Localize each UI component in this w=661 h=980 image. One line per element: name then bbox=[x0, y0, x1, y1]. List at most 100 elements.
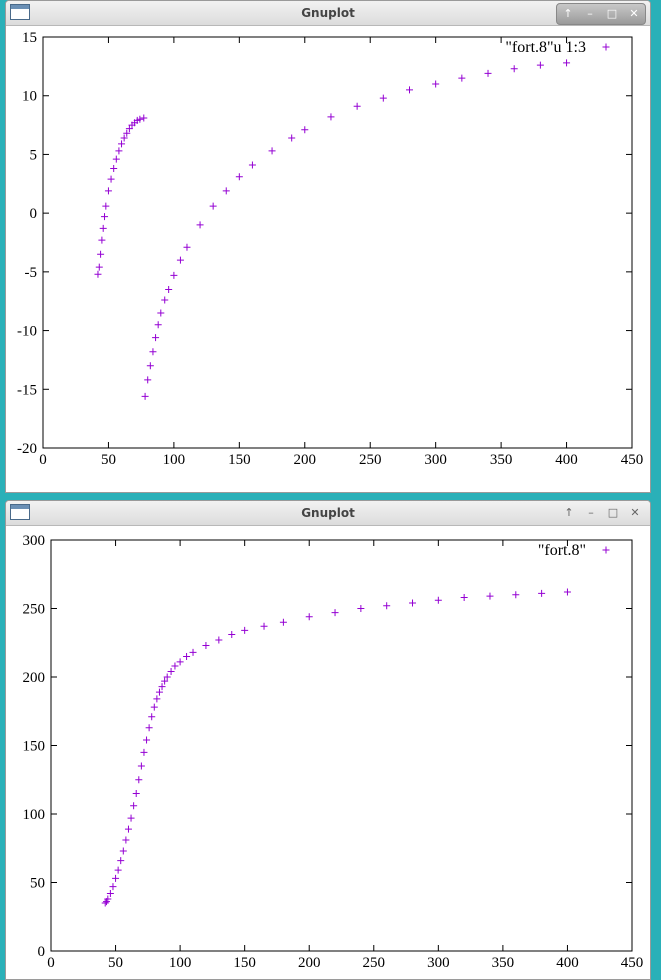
data-point bbox=[146, 362, 154, 370]
data-point bbox=[95, 263, 103, 271]
window-title: Gnuplot bbox=[301, 6, 355, 20]
y-tick-label: -15 bbox=[17, 382, 37, 398]
data-point bbox=[222, 187, 230, 195]
x-tick-label: 0 bbox=[47, 955, 55, 971]
data-point bbox=[165, 285, 173, 293]
data-point bbox=[137, 762, 145, 770]
data-point bbox=[512, 591, 520, 599]
x-tick-label: 200 bbox=[294, 452, 317, 468]
data-point bbox=[123, 129, 131, 137]
close-icon[interactable]: ✕ bbox=[630, 506, 640, 519]
titlebar[interactable]: Gnuplot ↑ – □ ✕ bbox=[6, 501, 650, 526]
data-point bbox=[118, 140, 126, 148]
keep-above-icon[interactable]: ↑ bbox=[564, 506, 574, 519]
data-point bbox=[167, 668, 175, 676]
data-point bbox=[405, 86, 413, 94]
y-tick-label: 10 bbox=[22, 89, 37, 105]
data-point bbox=[127, 814, 135, 822]
y-tick-label: 50 bbox=[30, 876, 45, 892]
x-tick-label: 400 bbox=[555, 452, 578, 468]
data-point bbox=[145, 724, 153, 732]
y-tick-label: -20 bbox=[17, 441, 37, 457]
close-icon[interactable]: ✕ bbox=[629, 7, 639, 20]
data-point bbox=[155, 688, 163, 696]
y-tick-label: 0 bbox=[38, 944, 46, 960]
window-app-icon bbox=[10, 504, 30, 520]
data-point bbox=[209, 202, 217, 210]
legend-marker bbox=[602, 43, 610, 51]
data-point bbox=[140, 114, 148, 122]
data-point bbox=[109, 883, 117, 891]
data-point bbox=[434, 596, 442, 604]
data-point bbox=[563, 588, 571, 596]
gnuplot-window-1: Gnuplot ↑ – □ ✕ 0 50 100 150 200 250 300 350 400… bbox=[5, 0, 651, 493]
data-point bbox=[114, 866, 122, 874]
data-point bbox=[136, 115, 144, 123]
data-point bbox=[228, 631, 236, 639]
data-point bbox=[135, 776, 143, 784]
data-point bbox=[161, 296, 169, 304]
gnuplot-window-2: Gnuplot ↑ – □ ✕ 0 50 100 150 200 250 300 350 400… bbox=[5, 500, 651, 980]
x-tick-label: 0 bbox=[39, 452, 47, 468]
titlebar[interactable]: Gnuplot ↑ – □ ✕ bbox=[6, 1, 650, 26]
data-point bbox=[163, 673, 171, 681]
y-tick-label: 0 bbox=[30, 206, 38, 222]
data-point bbox=[383, 602, 391, 610]
data-point bbox=[102, 202, 110, 210]
data-point bbox=[104, 895, 112, 903]
data-point bbox=[101, 899, 109, 907]
minimize-icon[interactable]: – bbox=[588, 506, 594, 519]
keep-above-icon[interactable]: ↑ bbox=[563, 7, 573, 20]
data-point bbox=[183, 243, 191, 251]
data-point bbox=[161, 677, 169, 685]
x-tick-label: 50 bbox=[101, 452, 116, 468]
data-point bbox=[132, 789, 140, 797]
x-tick-label: 400 bbox=[556, 955, 579, 971]
data-point bbox=[279, 618, 287, 626]
data-point bbox=[171, 662, 179, 670]
x-tick-label: 350 bbox=[490, 452, 513, 468]
data-point bbox=[144, 376, 152, 384]
maximize-icon[interactable]: □ bbox=[607, 506, 619, 519]
data-point bbox=[99, 224, 107, 232]
data-point bbox=[125, 125, 133, 133]
y-tick-label: 300 bbox=[23, 533, 46, 549]
data-point bbox=[120, 134, 128, 142]
data-point bbox=[148, 713, 156, 721]
plot-canvas: 0 50 100 150 200 250 300 350 400 450 0 50 100 150 200 2… bbox=[23, 533, 644, 971]
x-tick-label: 50 bbox=[108, 955, 123, 971]
data-point bbox=[101, 213, 109, 221]
data-point bbox=[98, 236, 106, 244]
data-point bbox=[97, 250, 105, 258]
data-point bbox=[170, 271, 178, 279]
data-point bbox=[327, 113, 335, 121]
x-tick-label: 100 bbox=[169, 955, 192, 971]
data-point bbox=[130, 802, 138, 810]
y-tick-label: 15 bbox=[22, 30, 37, 46]
plot-border bbox=[50, 539, 633, 952]
y-tick-label: 5 bbox=[30, 147, 38, 163]
data-point bbox=[149, 348, 157, 356]
data-point bbox=[260, 622, 268, 630]
plot-canvas: 0 50 100 150 200 250 300 350 400 450 -20 -15 -10 -5 0 5… bbox=[17, 30, 644, 468]
data-point bbox=[143, 736, 151, 744]
data-point bbox=[248, 161, 256, 169]
minimize-icon[interactable]: – bbox=[587, 7, 593, 20]
data-point bbox=[106, 889, 114, 897]
window-controls: ↑ – □ ✕ bbox=[556, 3, 646, 25]
data-point bbox=[152, 334, 160, 342]
maximize-icon[interactable]: □ bbox=[606, 7, 618, 20]
x-tick-label: 450 bbox=[621, 452, 644, 468]
x-tick-label: 250 bbox=[363, 955, 386, 971]
data-point bbox=[301, 126, 309, 134]
data-point bbox=[202, 641, 210, 649]
x-tick-label: 300 bbox=[424, 452, 447, 468]
data-point bbox=[196, 221, 204, 229]
data-point bbox=[176, 256, 184, 264]
data-point bbox=[107, 175, 115, 183]
data-point bbox=[288, 134, 296, 142]
data-point bbox=[357, 605, 365, 612]
data-point bbox=[154, 321, 162, 329]
y-tick-label: -5 bbox=[25, 265, 38, 281]
data-point bbox=[432, 80, 440, 88]
